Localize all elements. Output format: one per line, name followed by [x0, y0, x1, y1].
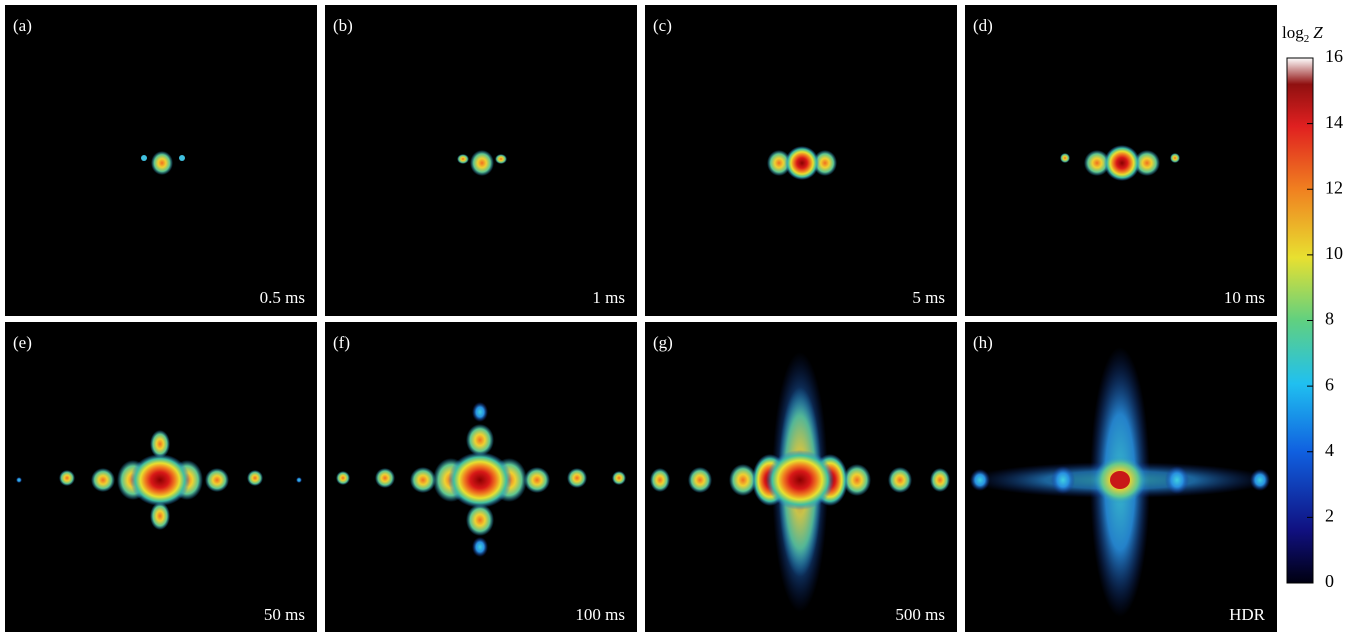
exposure-label: 10 ms [1224, 288, 1265, 307]
exposure-label: 0.5 ms [260, 288, 305, 307]
panel-label: (a) [13, 16, 32, 35]
panel: (d) 10 ms [965, 5, 1277, 316]
tick-label: 10 [1325, 243, 1343, 263]
panel-label: (c) [653, 16, 672, 35]
panel-label: (h) [973, 333, 993, 352]
panel-label: (e) [13, 333, 32, 352]
exposure-label: 5 ms [912, 288, 945, 307]
exposure-label: HDR [1229, 605, 1266, 624]
panel-label: (f) [333, 333, 350, 352]
panel-label: (g) [653, 333, 673, 352]
exposure-label: 50 ms [264, 605, 305, 624]
tick-label: 4 [1325, 440, 1334, 460]
panel: (e) 50 ms [5, 322, 317, 632]
panel: (h) HDR [965, 322, 1277, 632]
tick-label: 16 [1325, 46, 1343, 66]
title-base: log [1282, 23, 1304, 42]
panel: (f) 100 ms [325, 322, 637, 632]
exposure-label: 500 ms [895, 605, 945, 624]
tick-label: 12 [1325, 177, 1343, 197]
tick-label: 6 [1325, 374, 1334, 394]
tick-label: 2 [1325, 506, 1334, 526]
tick-label: 14 [1325, 112, 1343, 132]
panel: (c) 5 ms [645, 5, 957, 316]
title-variable: Z [1313, 23, 1323, 42]
tick-label: 0 [1325, 571, 1334, 591]
panel: (b) 1 ms [325, 5, 637, 316]
title-subscript: 2 [1304, 33, 1310, 45]
colorbar-title: log2 Z [1282, 23, 1323, 45]
exposure-label: 1 ms [592, 288, 625, 307]
panel-label: (b) [333, 16, 353, 35]
panel: (g) 500 ms [645, 322, 957, 632]
panel: (a) 0.5 ms [5, 5, 317, 316]
exposure-label: 100 ms [575, 605, 625, 624]
tick-label: 8 [1325, 309, 1334, 329]
colorbar-ticks: 0 2 4 6 8 10 12 14 16 [1307, 46, 1343, 591]
panel-label: (d) [973, 16, 993, 35]
